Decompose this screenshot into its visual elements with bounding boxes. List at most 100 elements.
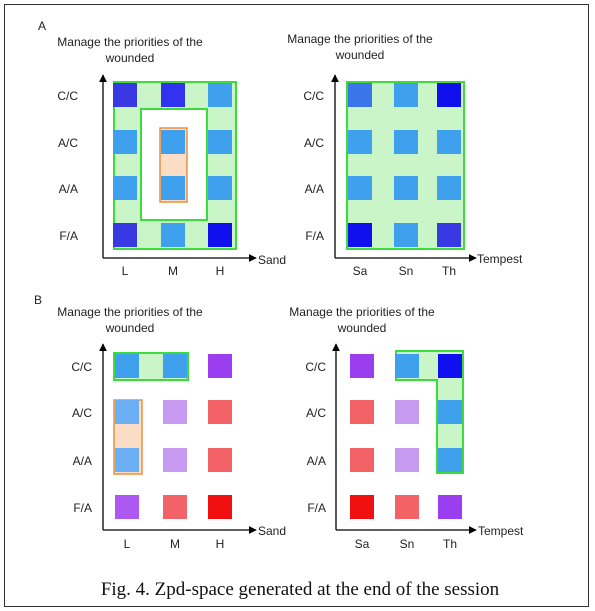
grid-cell bbox=[394, 176, 418, 200]
figure-caption: Fig. 4. Zpd-space generated at the end o… bbox=[101, 579, 500, 600]
panel-plot-area bbox=[99, 74, 257, 262]
x-tick-label: H bbox=[216, 537, 225, 551]
y-tick-label: C/C bbox=[303, 89, 324, 103]
grid-cell bbox=[113, 223, 137, 247]
grid-cell bbox=[394, 130, 418, 154]
grid-cell bbox=[350, 495, 374, 519]
panel-title-line1: Manage the priorities of the bbox=[57, 35, 203, 49]
grid-cell bbox=[438, 400, 462, 424]
grid-cell bbox=[163, 354, 187, 378]
y-tick-label: A/A bbox=[305, 182, 324, 196]
section-label-b: B bbox=[34, 293, 42, 307]
grid-cell bbox=[437, 130, 461, 154]
grid-cell bbox=[161, 83, 185, 107]
grid-cell bbox=[163, 400, 187, 424]
y-tick-label: C/C bbox=[305, 360, 326, 374]
y-tick-label: A/A bbox=[307, 454, 326, 468]
y-tick-label: A/A bbox=[73, 454, 92, 468]
grid-cell bbox=[438, 448, 462, 472]
x-tick-label: H bbox=[216, 264, 225, 278]
grid-cell bbox=[438, 354, 462, 378]
grid-cell bbox=[163, 495, 187, 519]
y-tick-label: C/C bbox=[71, 360, 92, 374]
x-tick-label: Sn bbox=[399, 264, 414, 278]
grid-cell bbox=[395, 400, 419, 424]
grid-cell bbox=[395, 495, 419, 519]
panel-plot-area bbox=[331, 74, 477, 262]
grid-cell bbox=[208, 130, 232, 154]
y-tick-label: F/A bbox=[73, 501, 92, 515]
panel-a-right: Manage the priorities of the wounded C/C… bbox=[287, 32, 523, 278]
panel-title-line1: Manage the priorities of the bbox=[57, 305, 203, 319]
x-tick-label: L bbox=[124, 537, 131, 551]
panel-b-right: Manage the priorities of the wounded C/C… bbox=[289, 305, 524, 551]
panel-b-left: Manage the priorities of the wounded C/C… bbox=[57, 305, 286, 551]
x-tick-label: M bbox=[170, 537, 180, 551]
grid-cell bbox=[113, 83, 137, 107]
grid-cell bbox=[348, 130, 372, 154]
grid-cell bbox=[350, 400, 374, 424]
grid-cell bbox=[208, 400, 232, 424]
grid-cell bbox=[161, 176, 185, 200]
panel-title-line1: Manage the priorities of the bbox=[289, 305, 435, 319]
section-label-a: A bbox=[38, 19, 46, 33]
x-tick-label: Sn bbox=[400, 537, 415, 551]
grid-cell bbox=[395, 448, 419, 472]
zpd-zone bbox=[395, 350, 464, 474]
y-tick-label: F/A bbox=[305, 229, 324, 243]
grid-cell bbox=[437, 83, 461, 107]
x-tick-label: Sa bbox=[355, 537, 370, 551]
grid-cell bbox=[115, 354, 139, 378]
grid-cell bbox=[113, 176, 137, 200]
grid-cell bbox=[348, 83, 372, 107]
grid-cell bbox=[161, 130, 185, 154]
grid-cell bbox=[115, 400, 139, 424]
grid-cell bbox=[348, 176, 372, 200]
x-tick-label: Sa bbox=[353, 264, 368, 278]
y-tick-label: C/C bbox=[57, 89, 78, 103]
grid-cell bbox=[208, 495, 232, 519]
grid-cell bbox=[437, 223, 461, 247]
zpd-zone bbox=[346, 81, 465, 250]
x-axis-title: Tempest bbox=[477, 252, 523, 266]
grid-cell bbox=[115, 448, 139, 472]
panel-plot-area bbox=[99, 343, 257, 534]
y-tick-label: A/C bbox=[306, 406, 326, 420]
y-tick-label: F/A bbox=[59, 229, 78, 243]
grid-cell bbox=[394, 83, 418, 107]
grid-cell bbox=[395, 354, 419, 378]
grid-cell bbox=[350, 448, 374, 472]
panel-title-line2: wounded bbox=[105, 51, 155, 65]
panel-title-line2: wounded bbox=[105, 321, 155, 335]
x-tick-label: Th bbox=[442, 264, 456, 278]
x-tick-label: Th bbox=[443, 537, 457, 551]
grid-cell bbox=[350, 354, 374, 378]
y-tick-label: A/A bbox=[59, 182, 78, 196]
y-tick-label: A/C bbox=[58, 136, 78, 150]
grid-cell bbox=[438, 495, 462, 519]
x-tick-label: M bbox=[168, 264, 178, 278]
grid-cell bbox=[437, 176, 461, 200]
grid-cell bbox=[348, 223, 372, 247]
grid-cell bbox=[161, 223, 185, 247]
grid-cell bbox=[208, 354, 232, 378]
y-tick-label: A/C bbox=[72, 406, 92, 420]
grid-cell bbox=[208, 83, 232, 107]
grid-cell bbox=[163, 448, 187, 472]
y-tick-label: F/A bbox=[307, 501, 326, 515]
grid-cell bbox=[115, 495, 139, 519]
grid-cell bbox=[113, 130, 137, 154]
x-tick-label: L bbox=[122, 264, 129, 278]
x-axis-title: Tempest bbox=[478, 524, 524, 538]
grid-cell bbox=[208, 448, 232, 472]
x-axis-title: Sand bbox=[258, 524, 286, 538]
x-axis-title: Sand bbox=[258, 253, 286, 267]
panel-title-line2: wounded bbox=[337, 321, 387, 335]
panel-title-line1: Manage the priorities of the bbox=[287, 32, 433, 46]
grid-cell bbox=[394, 223, 418, 247]
y-tick-label: A/C bbox=[304, 136, 324, 150]
panel-a-left: Manage the priorities of the wounded C/C… bbox=[57, 35, 286, 278]
grid-cell bbox=[208, 223, 232, 247]
panel-title-line2: wounded bbox=[335, 48, 385, 62]
